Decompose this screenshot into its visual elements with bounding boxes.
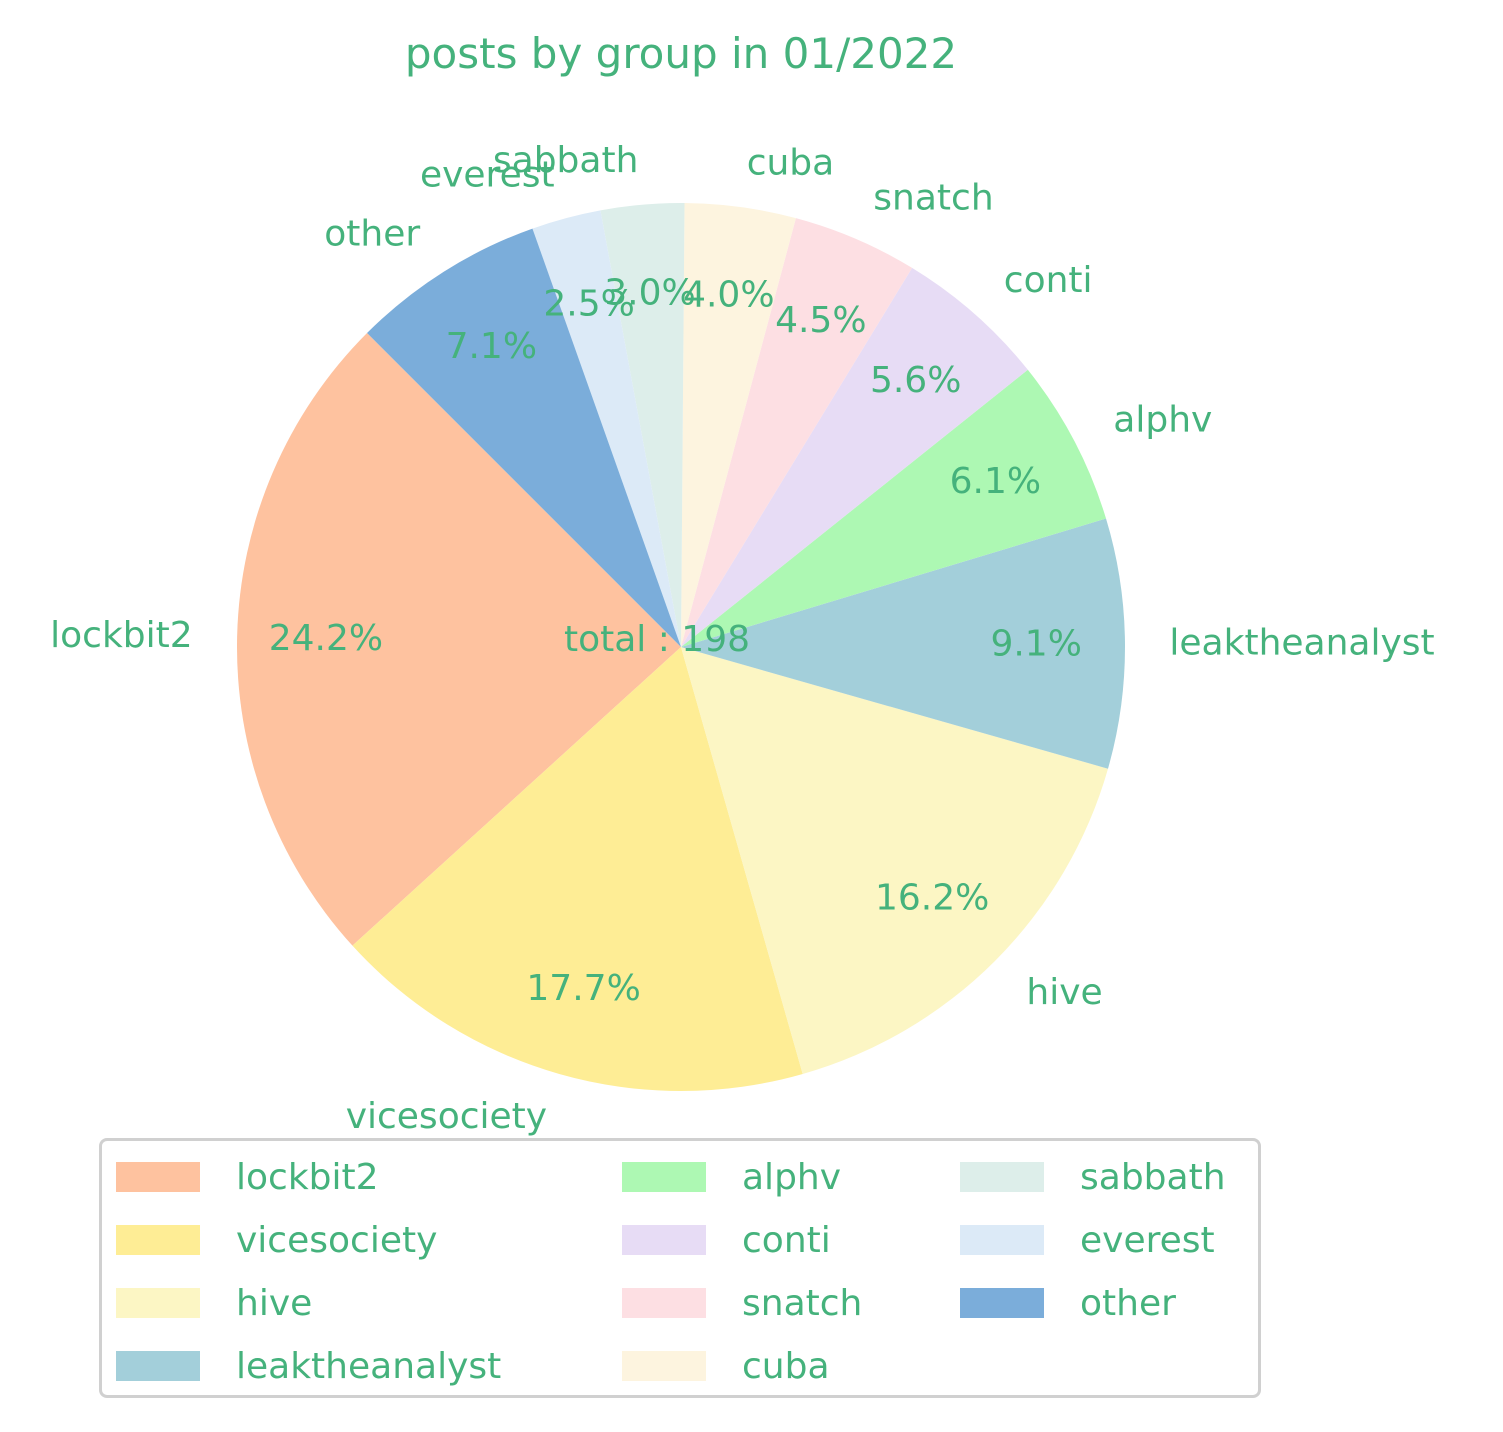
slice-label-leaktheanalyst: leaktheanalyst — [1169, 623, 1434, 664]
slice-leaktheanalyst — [681, 518, 1125, 769]
legend-item-snatch: snatch — [622, 1282, 863, 1324]
legend-label: conti — [742, 1219, 831, 1261]
slice-percent-snatch: 4.5% — [775, 300, 866, 341]
legend-item-lockbit2: lockbit2 — [116, 1156, 379, 1198]
legend-label: snatch — [742, 1282, 863, 1324]
legend-item-sabbath: sabbath — [960, 1156, 1226, 1198]
slice-percent-sabbath: 3.0% — [604, 273, 695, 314]
slice-label-cuba: cuba — [747, 143, 835, 184]
slice-label-alphv: alphv — [1113, 399, 1212, 440]
legend-item-conti: conti — [622, 1219, 831, 1261]
slice-percent-cuba: 4.0% — [683, 275, 774, 316]
slice-snatch — [681, 218, 913, 647]
slice-other — [367, 228, 681, 647]
slice-percent-alphv: 6.1% — [950, 461, 1041, 502]
legend-swatch — [960, 1288, 1044, 1318]
slice-label-snatch: snatch — [873, 178, 993, 219]
legend-item-other: other — [960, 1282, 1176, 1324]
legend-label: cuba — [742, 1345, 830, 1387]
slice-label-vicesociety: vicesociety — [346, 1096, 547, 1137]
legend-label: sabbath — [1080, 1156, 1226, 1198]
legend-label: alphv — [742, 1156, 842, 1198]
legend-label: lockbit2 — [236, 1156, 379, 1198]
legend-item-cuba: cuba — [622, 1345, 830, 1387]
legend-swatch — [116, 1225, 200, 1255]
legend-label: everest — [1080, 1219, 1215, 1261]
legend-swatch — [622, 1288, 706, 1318]
slice-label-lockbit2: lockbit2 — [50, 615, 193, 656]
slice-percent-lockbit2: 24.2% — [269, 618, 383, 659]
legend-swatch — [116, 1288, 200, 1318]
pie-slices — [236, 202, 1125, 1091]
slice-vicesociety — [352, 647, 803, 1091]
legend-label: leaktheanalyst — [236, 1345, 502, 1387]
legend-item-everest: everest — [960, 1219, 1215, 1261]
slice-label-conti: conti — [1004, 260, 1093, 301]
legend: lockbit2 vicesociety hive leaktheanalyst alp… — [99, 1138, 1261, 1398]
chart-title: posts by group in 01/2022 — [405, 29, 957, 78]
legend-label: other — [1080, 1282, 1176, 1324]
slice-lockbit2 — [236, 333, 681, 946]
legend-item-vicesociety: vicesociety — [116, 1219, 438, 1261]
slice-percent-hive: 16.2% — [875, 878, 989, 919]
slice-cuba — [681, 203, 796, 647]
legend-swatch — [116, 1351, 200, 1381]
slice-sabbath — [600, 202, 685, 647]
legend-swatch — [116, 1162, 200, 1192]
slice-percent-other: 7.1% — [446, 326, 537, 367]
slice-everest — [532, 210, 681, 647]
slice-alphv — [681, 369, 1107, 647]
legend-swatch — [622, 1162, 706, 1192]
slice-labels: lockbit2 vicesociety hive leaktheanalyst alp… — [50, 140, 1435, 1137]
slice-conti — [681, 267, 1028, 647]
legend-swatch — [960, 1162, 1044, 1192]
legend-label: vicesociety — [236, 1219, 438, 1261]
slice-hive — [681, 647, 1108, 1074]
slice-label-sabbath: sabbath — [493, 140, 639, 181]
total-label: total : 198 — [564, 619, 750, 660]
legend-swatch — [622, 1225, 706, 1255]
legend-item-leaktheanalyst: leaktheanalyst — [116, 1345, 502, 1387]
slice-percent-labels: 24.2% 17.7% 16.2% 9.1% 6.1% 5.6%4.5%4.0%3.0%2… — [269, 273, 1082, 1009]
slice-percent-everest: 2.5% — [543, 283, 634, 324]
slice-percent-conti: 5.6% — [870, 360, 961, 401]
slice-percent-leaktheanalyst: 9.1% — [990, 624, 1081, 665]
legend-item-hive: hive — [116, 1282, 313, 1324]
slice-label-hive: hive — [1026, 972, 1102, 1013]
legend-item-alphv: alphv — [622, 1156, 842, 1198]
legend-swatch — [960, 1225, 1044, 1255]
slice-percent-vicesociety: 17.7% — [526, 968, 640, 1009]
legend-swatch — [622, 1351, 706, 1381]
legend-label: hive — [236, 1282, 313, 1324]
slice-label-other: other — [324, 214, 420, 255]
slice-label-everest: everest — [420, 155, 555, 196]
